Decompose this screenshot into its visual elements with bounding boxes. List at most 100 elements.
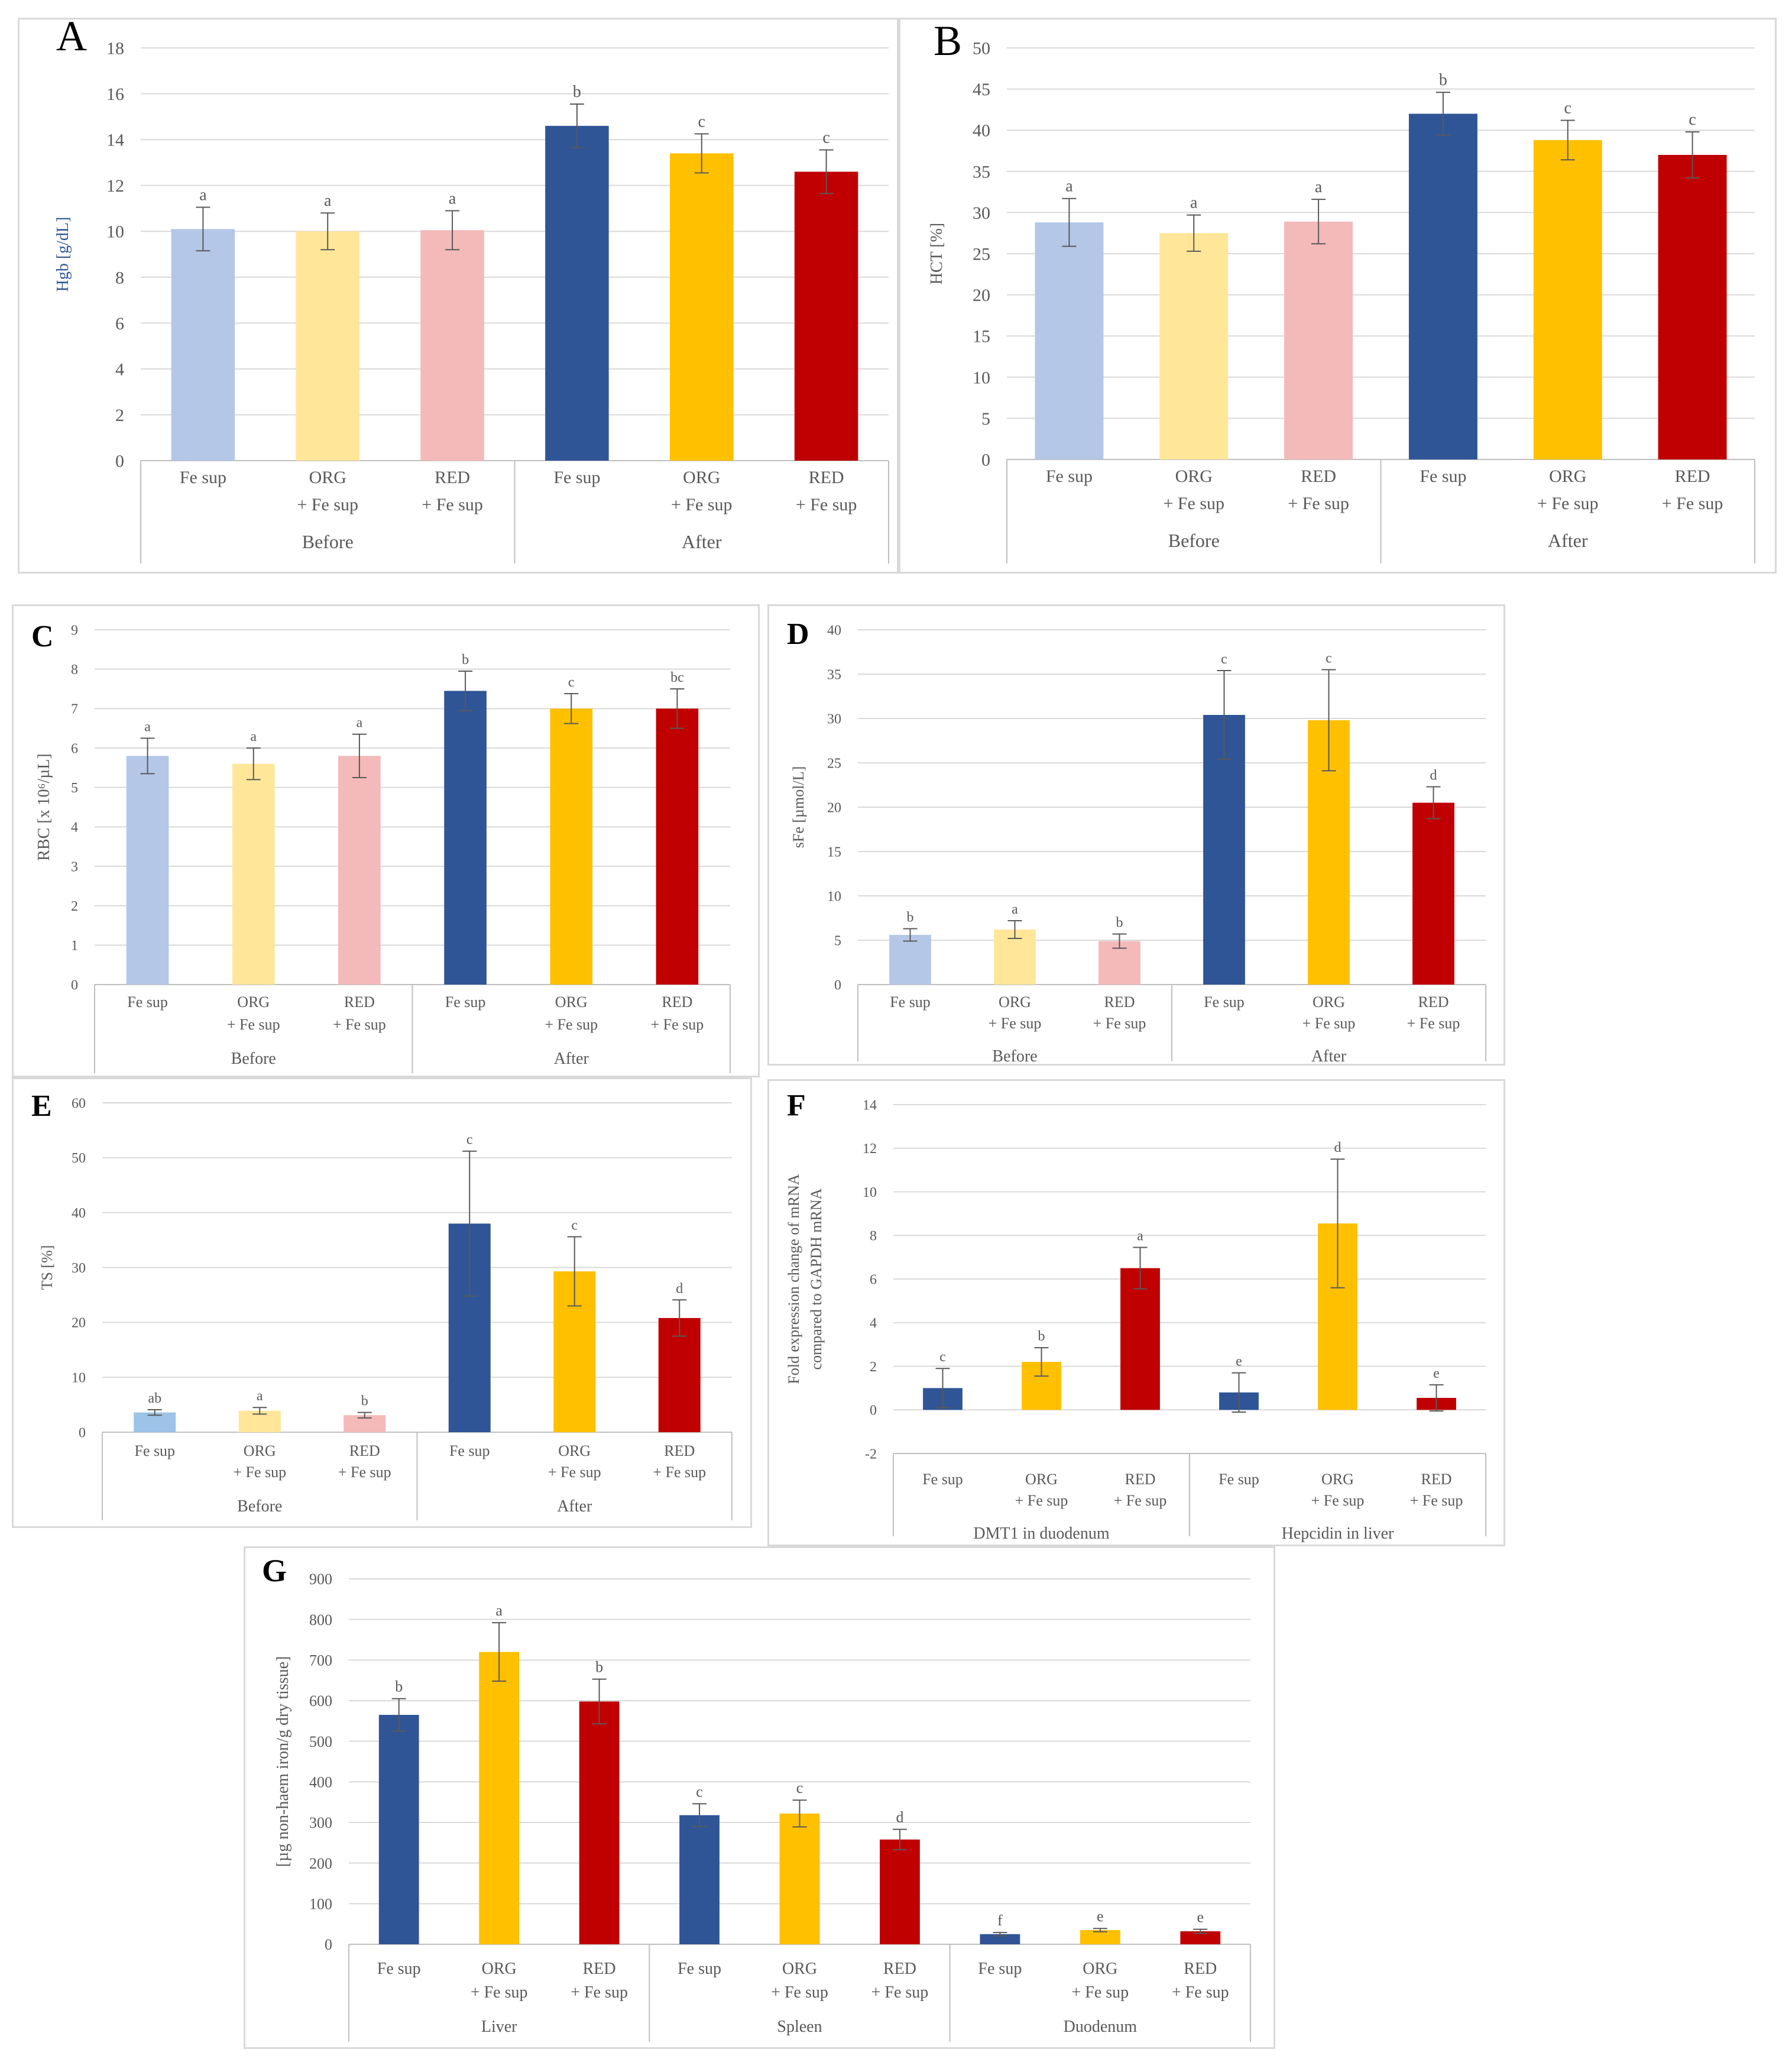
bar [1035,222,1104,459]
significance-letter: b [573,83,581,101]
y-tick-label: 9 [71,623,78,638]
y-tick-label: 2 [115,406,124,425]
y-tick-label: 200 [309,1855,332,1872]
y-axis-title: sFe [µmol/L] [790,766,807,848]
y-tick-label: 8 [870,1229,877,1244]
category-label: + Fe sup [1311,1492,1365,1509]
significance-letter: e [1097,1908,1104,1925]
significance-letter: a [1065,177,1073,196]
category-label: + Fe sup [471,1983,528,2002]
group-label: After [1548,530,1588,551]
category-label: RED [1675,467,1710,486]
significance-letter: d [676,1281,683,1296]
category-label: + Fe sup [771,1983,828,2002]
significance-letter: c [1564,99,1571,117]
y-tick-label: 40 [827,623,841,638]
significance-letter: b [1439,71,1447,89]
y-tick-label: 35 [827,667,841,682]
category-label: + Fe sup [422,495,483,514]
y-tick-label: 45 [973,80,990,99]
category-label: ORG [999,993,1031,1011]
bar [794,171,858,461]
y-tick-label: 10 [863,1185,877,1200]
y-tick-label: 0 [834,977,841,993]
panel-letter-c: C [31,620,54,653]
y-axis-title: compared to GAPDH mRNA [808,1188,825,1370]
significance-letter: a [250,729,257,744]
y-tick-label: 2 [71,899,78,914]
category-label: RED [349,1442,380,1459]
y-tick-label: 12 [106,176,124,196]
significance-letter: c [796,1779,803,1796]
y-axis-title: [µg non-haem iron/g dry tissue] [274,1656,292,1867]
group-label: After [557,1497,592,1516]
category-label: Fe sup [127,993,168,1011]
category-label: + Fe sup [1410,1492,1463,1509]
y-tick-label: 900 [309,1571,332,1588]
category-label: Fe sup [553,468,600,487]
y-tick-label: 8 [115,268,124,287]
y-tick-label: 0 [79,1425,86,1440]
group-label: DMT1 in duodenum [973,1524,1109,1543]
significance-letter: c [696,1783,703,1800]
y-tick-label: 100 [309,1895,332,1912]
category-label: ORG [309,468,346,487]
category-label: Fe sup [1204,993,1245,1011]
bar [658,1317,701,1432]
panel-g: G 0 100 200 300 400 500 600 700 800 900 [µg non-hae… [244,1546,1275,2049]
category-label: + Fe sup [1172,1983,1229,2002]
category-label: ORG [237,993,270,1011]
y-tick-label: -2 [865,1446,877,1462]
significance-letter: d [1430,768,1437,784]
group-label: Spleen [777,2018,822,2036]
bar [1412,802,1454,985]
significance-letter: b [395,1678,403,1695]
category-label: ORG [1313,993,1345,1011]
category-label: Fe sup [890,993,931,1011]
significance-letter: a [144,719,151,734]
significance-letter: b [361,1394,368,1409]
y-axis-title: RBC [x 10⁶/µL] [35,753,53,860]
significance-letter: b [595,1659,603,1676]
category-label: + Fe sup [338,1464,391,1481]
significance-letter: c [1221,652,1227,667]
y-tick-label: 4 [71,820,78,836]
y-tick-label: 7 [71,702,78,717]
significance-letter: c [1326,651,1332,666]
significance-letter: c [1689,111,1696,129]
panel-letter-a: A [56,20,87,60]
y-tick-label: 20 [973,286,990,305]
chart-d: D 0 5 10 15 20 25 30 35 40 sFe [µmol/L] b Fe sup a ORG… [787,617,1486,1066]
significance-letter: bc [670,670,684,685]
y-tick-label: 6 [71,741,78,756]
y-tick-label: 15 [827,844,841,860]
category-label: Fe sup [1420,467,1466,486]
chart-c: C 0 1 2 3 4 5 6 7 8 9 RBC [x 10⁶/µL] a Fe sup a ORG + Fe… [31,620,731,1073]
category-label: Fe sup [180,468,226,487]
group-label: Before [992,1047,1037,1066]
category-label: ORG [1175,467,1213,486]
significance-letter: b [462,652,469,668]
significance-letter: a [1012,902,1018,917]
y-tick-label: 4 [870,1316,877,1331]
y-axis-title: TS [%] [38,1245,56,1290]
y-tick-label: 400 [309,1773,332,1791]
significance-letter: c [698,112,705,131]
group-label: After [682,531,722,552]
y-tick-label: 600 [309,1692,332,1710]
y-tick-label: 500 [309,1733,332,1750]
significance-letter: a [199,186,207,205]
significance-letter: c [568,675,575,690]
y-tick-label: 4 [115,360,124,379]
y-tick-label: 10 [72,1371,86,1386]
chart-e: E 0 10 20 30 40 50 60 TS [%] ab Fe sup a ORG + Fe sup… [31,1089,733,1520]
category-label: + Fe sup [233,1464,286,1481]
y-tick-label: 6 [115,314,124,334]
significance-letter: a [324,192,332,210]
panel-letter-d: D [787,617,809,651]
category-label: Fe sup [134,1442,175,1459]
panel-letter-e: E [31,1089,52,1123]
panel-letter-f: F [787,1089,806,1122]
category-label: ORG [555,993,588,1011]
y-tick-label: 40 [973,121,990,141]
